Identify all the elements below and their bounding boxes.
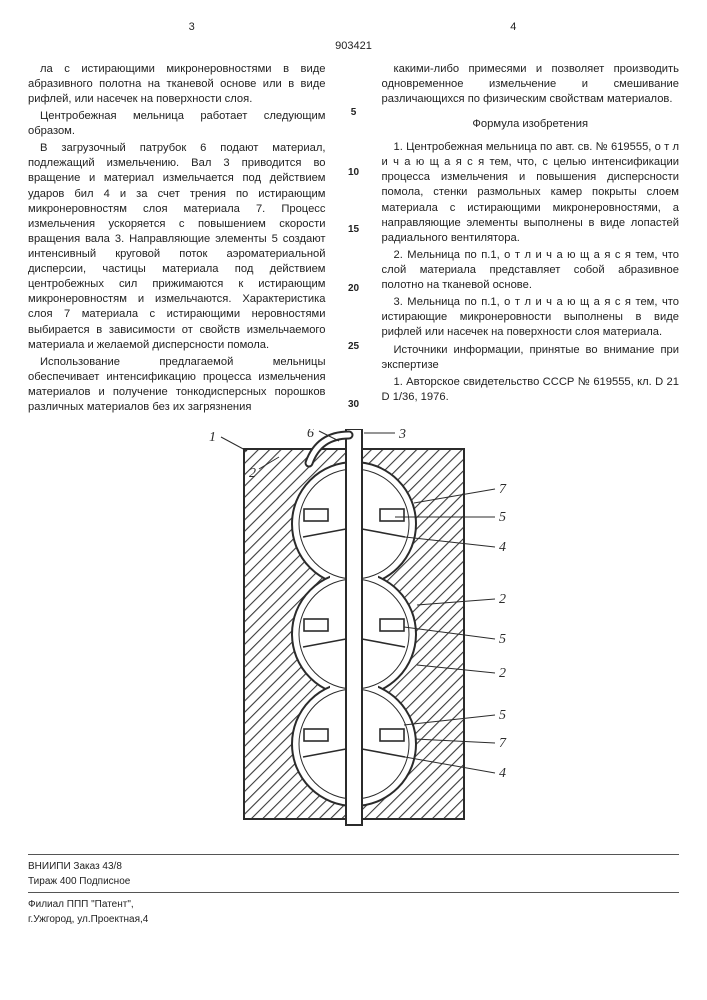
document-id: 903421 xyxy=(28,39,679,54)
label-3: 3 xyxy=(398,429,406,442)
left-p4: Использование предлагаемой мельницы обес… xyxy=(28,355,326,415)
claim-3: 3. Мельница по п.1, о т л и ч а ю щ а я … xyxy=(382,295,680,340)
line-mark: 5 xyxy=(346,106,362,120)
line-number-gutter: 5 10 15 20 25 30 xyxy=(346,62,362,418)
page-left: 3 xyxy=(189,21,197,33)
claim-2: 2. Мельница по п.1, о т л и ч а ю щ а я … xyxy=(382,248,680,293)
label-2b: 2 xyxy=(499,666,506,681)
left-p2: Центробежная мельница работает следующим… xyxy=(28,109,326,139)
claims-title: Формула изобретения xyxy=(382,117,680,132)
footer-l1: ВНИИПИ Заказ 43/8 xyxy=(28,860,679,874)
left-p1: ла с истирающими микронеровностями в вид… xyxy=(28,62,326,107)
text-columns: ла с истирающими микронеровностями в вид… xyxy=(28,62,679,418)
footer-l4: г.Ужгород, ул.Проектная,4 xyxy=(28,913,679,927)
left-column: ла с истирающими микронеровностями в вид… xyxy=(28,62,326,418)
label-4b: 4 xyxy=(499,766,506,781)
source-1: 1. Авторское свидетельство СССР № 619555… xyxy=(382,375,680,405)
label-5c: 5 xyxy=(499,708,506,723)
label-5b: 5 xyxy=(499,632,506,647)
shaft xyxy=(346,429,362,825)
left-p3: В загрузочный патрубок 6 подают материал… xyxy=(28,141,326,353)
label-7b: 7 xyxy=(499,736,507,751)
mill-diagram: 1 6 3 7 5 4 2 5 2 5 7 4 2 xyxy=(199,429,509,839)
footer-l2: Тираж 400 Подписное xyxy=(28,875,679,889)
right-column: какими-либо примесями и позволяет произв… xyxy=(382,62,680,418)
label-4a: 4 xyxy=(499,540,506,555)
label-7a: 7 xyxy=(499,482,507,497)
claim-1: 1. Центробежная мельница по авт. св. № 6… xyxy=(382,140,680,246)
label-5a: 5 xyxy=(499,510,506,525)
imprint-footer: ВНИИПИ Заказ 43/8 Тираж 400 Подписное Фи… xyxy=(28,854,679,926)
figure: 1 6 3 7 5 4 2 5 2 5 7 4 2 xyxy=(28,429,679,844)
right-p1: какими-либо примесями и позволяет произв… xyxy=(382,62,680,107)
label-6: 6 xyxy=(307,429,314,441)
sources-title: Источники информации, принятые во вниман… xyxy=(382,343,680,373)
line-mark: 20 xyxy=(346,282,362,296)
line-mark: 30 xyxy=(346,398,362,412)
line-mark: 25 xyxy=(346,340,362,354)
label-1: 1 xyxy=(209,430,216,445)
line-mark: 10 xyxy=(346,166,362,180)
page-numbers: 3 4 xyxy=(28,20,679,35)
line-mark: 15 xyxy=(346,223,362,237)
label-2a: 2 xyxy=(499,592,506,607)
footer-l3: Филиал ППП "Патент", xyxy=(28,898,679,912)
page-right: 4 xyxy=(510,21,518,33)
label-2c: 2 xyxy=(249,466,256,481)
